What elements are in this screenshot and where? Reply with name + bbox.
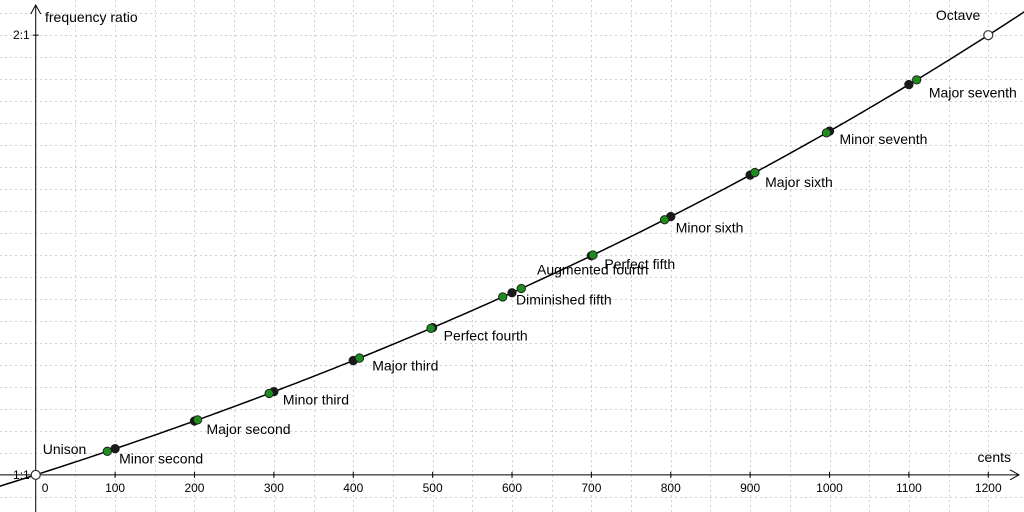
label-diminished-fifth: Diminished fifth	[516, 292, 612, 308]
label-minor-second: Minor second	[119, 451, 203, 467]
label-minor-third: Minor third	[283, 392, 349, 408]
x-tick-label: 700	[581, 481, 601, 495]
label-unison: Unison	[43, 441, 87, 457]
y-axis-arrow	[30, 3, 42, 15]
x-tick-label: 200	[184, 481, 204, 495]
x-tick-label: 1100	[896, 481, 922, 495]
data-point-black	[110, 444, 120, 454]
x-tick-label: 0	[42, 481, 49, 495]
y-axis-label: frequency ratio	[45, 9, 138, 25]
data-point-green	[498, 292, 508, 302]
data-point-green	[588, 250, 598, 260]
y-tick-label: 2:1	[13, 28, 30, 42]
label-major-second: Major second	[206, 421, 290, 437]
label-major-seventh: Major seventh	[929, 85, 1017, 101]
x-axis-arrow	[1009, 469, 1021, 481]
label-major-third: Major third	[372, 358, 438, 374]
data-point-black	[904, 79, 914, 90]
x-tick-label: 500	[423, 481, 443, 495]
x-tick-label: 1000	[816, 481, 843, 495]
data-point-green	[516, 283, 526, 294]
data-point-green	[192, 415, 203, 425]
x-tick-label: 800	[661, 481, 681, 495]
x-tick-label: 300	[264, 481, 284, 495]
data-point-green	[659, 215, 670, 225]
label-octave: Octave	[936, 7, 981, 23]
label-perfect-fifth: Perfect fifth	[604, 256, 675, 272]
x-tick-label: 1200	[975, 481, 1002, 495]
x-tick-label: 100	[105, 481, 125, 495]
tick-labels: 0 100 200 300 400 500 600 700 800 900 1000 1100 1200…	[13, 28, 1002, 495]
label-augmented-fourth: Augmented fourth	[537, 262, 648, 278]
x-tick-label: 900	[740, 481, 760, 495]
data-point-green	[821, 128, 832, 138]
label-minor-seventh: Minor seventh	[840, 131, 928, 147]
axes	[0, 3, 1021, 512]
data-point-green	[426, 323, 436, 333]
label-minor-sixth: Minor sixth	[676, 220, 744, 236]
data-point-green	[264, 388, 274, 399]
data-point-green	[912, 75, 922, 85]
label-major-sixth: Major sixth	[765, 174, 833, 190]
data-point-green	[750, 167, 760, 178]
data-point-hollow	[983, 30, 994, 41]
x-axis-label: cents	[978, 449, 1011, 465]
data-point-black	[507, 288, 517, 298]
data-point-hollow	[30, 469, 41, 480]
label-perfect-fourth: Perfect fourth	[444, 328, 528, 344]
data-point-green	[354, 353, 365, 363]
data-points	[30, 30, 994, 480]
x-tick-label: 600	[502, 481, 522, 495]
data-point-green	[102, 446, 112, 456]
x-tick-label: 400	[343, 481, 363, 495]
